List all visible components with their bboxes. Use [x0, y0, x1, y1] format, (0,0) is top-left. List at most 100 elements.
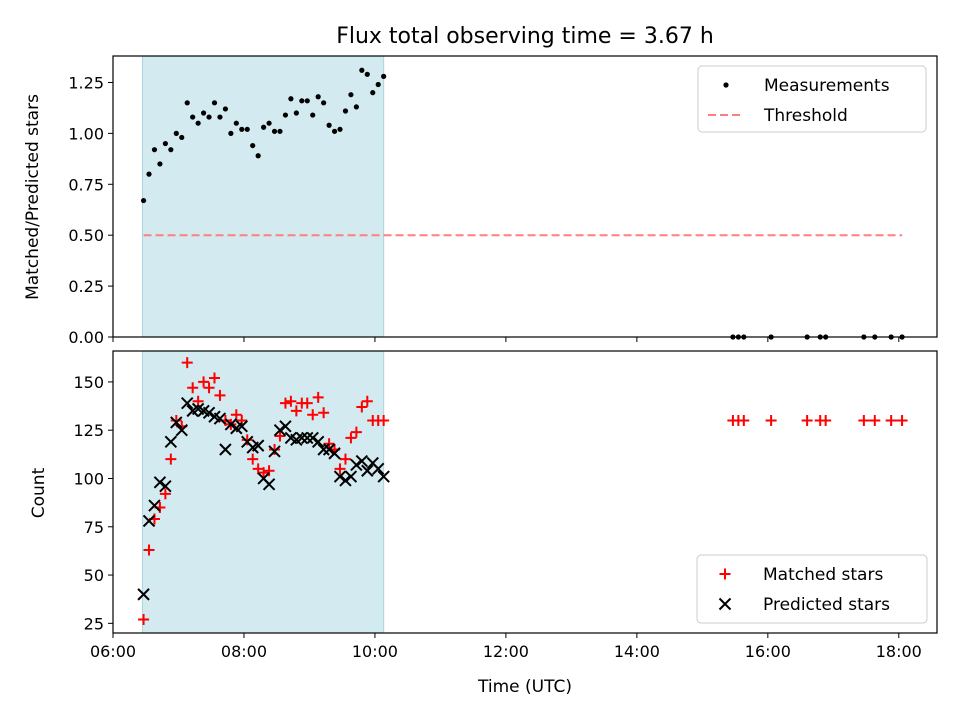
matched-star-point	[290, 405, 302, 417]
bottom-ylabel: Count	[29, 467, 49, 518]
matched-star-point	[356, 401, 368, 413]
bottom-y-tick-label: 75	[84, 518, 104, 537]
matched-star-point	[339, 453, 351, 465]
bottom-panel: 25 50 75 100 125 150 06:00 08:00 10:00 12:00 14:0…	[29, 350, 938, 697]
predicted-star-point	[235, 420, 248, 433]
measurement-point	[348, 92, 354, 98]
top-y-tick-label: 1.25	[68, 73, 104, 92]
measurement-point	[179, 134, 185, 141]
predicted-star-point	[295, 431, 309, 445]
measurement-point	[173, 130, 179, 136]
measurement-point	[211, 100, 218, 106]
measurement-point	[217, 114, 223, 120]
measurement-point	[195, 120, 201, 126]
measurement-point	[255, 153, 261, 159]
legend-label: Predicted stars	[763, 595, 890, 615]
x-tick-label: 18:00	[876, 642, 922, 661]
top-y-tick-label: 1.00	[68, 124, 104, 143]
predicted-star-point	[219, 443, 232, 456]
measurement-point	[364, 71, 370, 77]
measurement-point	[206, 114, 212, 120]
predicted-star-point	[268, 445, 281, 458]
matched-star-point	[318, 407, 330, 419]
measurement-point	[190, 114, 196, 120]
measurement-point	[184, 100, 190, 106]
predicted-star-point	[273, 423, 287, 437]
measurement-point	[266, 120, 272, 126]
matched-star-point	[869, 415, 881, 427]
measurement-point	[331, 128, 338, 134]
measurement-point	[326, 122, 332, 128]
matched-star-point	[258, 467, 270, 479]
matched-star-point	[198, 376, 210, 388]
measurement-point	[370, 90, 376, 96]
matched-star-point	[203, 382, 215, 394]
x-tick-label: 14:00	[614, 642, 660, 661]
matched-star-point	[307, 409, 319, 421]
x-tick-label: 10:00	[352, 642, 398, 661]
matched-star-point	[896, 415, 908, 427]
matched-star-point	[208, 372, 220, 384]
predicted-star-point	[306, 431, 319, 445]
measurement-point	[146, 171, 152, 177]
predicted-star-point	[251, 439, 265, 452]
measurement-point	[299, 98, 305, 104]
bottom-observing-band	[141, 350, 385, 634]
measurement-point	[277, 128, 283, 134]
bottom-y-tick-label: 150	[73, 373, 104, 392]
measurement-point	[282, 112, 289, 118]
predicted-star-point	[142, 514, 156, 528]
predicted-star-point	[159, 479, 172, 493]
predicted-star-point	[170, 416, 183, 429]
measurement-point	[233, 120, 239, 126]
bottom-axes-frame	[112, 350, 938, 634]
matched-star-point	[350, 426, 362, 438]
matched-star-point	[214, 389, 226, 401]
measurement-point	[310, 112, 316, 118]
measurement-point	[261, 124, 267, 130]
predicted-star-point	[164, 435, 178, 448]
legend-label: Threshold	[763, 106, 848, 126]
measurement-point	[239, 126, 245, 132]
predicted-star-point	[350, 458, 363, 472]
matched-star-point	[170, 415, 182, 427]
matched-star-point	[378, 415, 390, 427]
legend-box	[697, 65, 927, 133]
matched-star-point	[334, 463, 346, 475]
predicted-star-point	[355, 454, 369, 468]
predicted-star-point	[344, 470, 358, 483]
matched-star-point	[187, 382, 199, 394]
matched-star-point	[274, 430, 286, 442]
matched-star-point	[345, 432, 357, 444]
measurement-point	[288, 96, 294, 102]
legend-box	[696, 554, 928, 624]
measurement-point	[162, 140, 168, 147]
measurement-point	[200, 110, 207, 116]
top-panel: 0.00 0.25 0.50 0.75 1.00 1.25 Matched/Predict…	[23, 55, 938, 347]
top-y-tick-label: 0.25	[68, 277, 104, 296]
measurement-point	[151, 147, 158, 153]
predicted-star-point	[317, 443, 330, 456]
matched-star-point	[765, 415, 777, 427]
x-tick-label: 08:00	[221, 642, 267, 661]
matched-star-point	[738, 415, 750, 427]
matched-star-point	[801, 415, 813, 427]
bottom-y-tick-label: 100	[73, 469, 104, 488]
predicted-star-point	[175, 423, 188, 437]
predicted-star-point	[148, 499, 161, 512]
predicted-star-point	[213, 412, 227, 425]
measurement-point	[293, 110, 299, 116]
predicted-star-point	[328, 447, 341, 460]
x-tick-label: 16:00	[745, 642, 791, 661]
legend-predicted-marker	[718, 597, 732, 611]
matched-star-point	[312, 391, 324, 403]
predicted-star-point	[372, 462, 385, 476]
top-observing-band	[141, 55, 385, 338]
predicted-star-point	[224, 418, 238, 431]
measurement-point	[250, 142, 256, 149]
measurement-point	[222, 106, 229, 112]
matched-star-point	[285, 395, 297, 407]
top-ylabel: Matched/Predicted stars	[23, 94, 43, 300]
legend-matched-marker	[719, 568, 731, 580]
